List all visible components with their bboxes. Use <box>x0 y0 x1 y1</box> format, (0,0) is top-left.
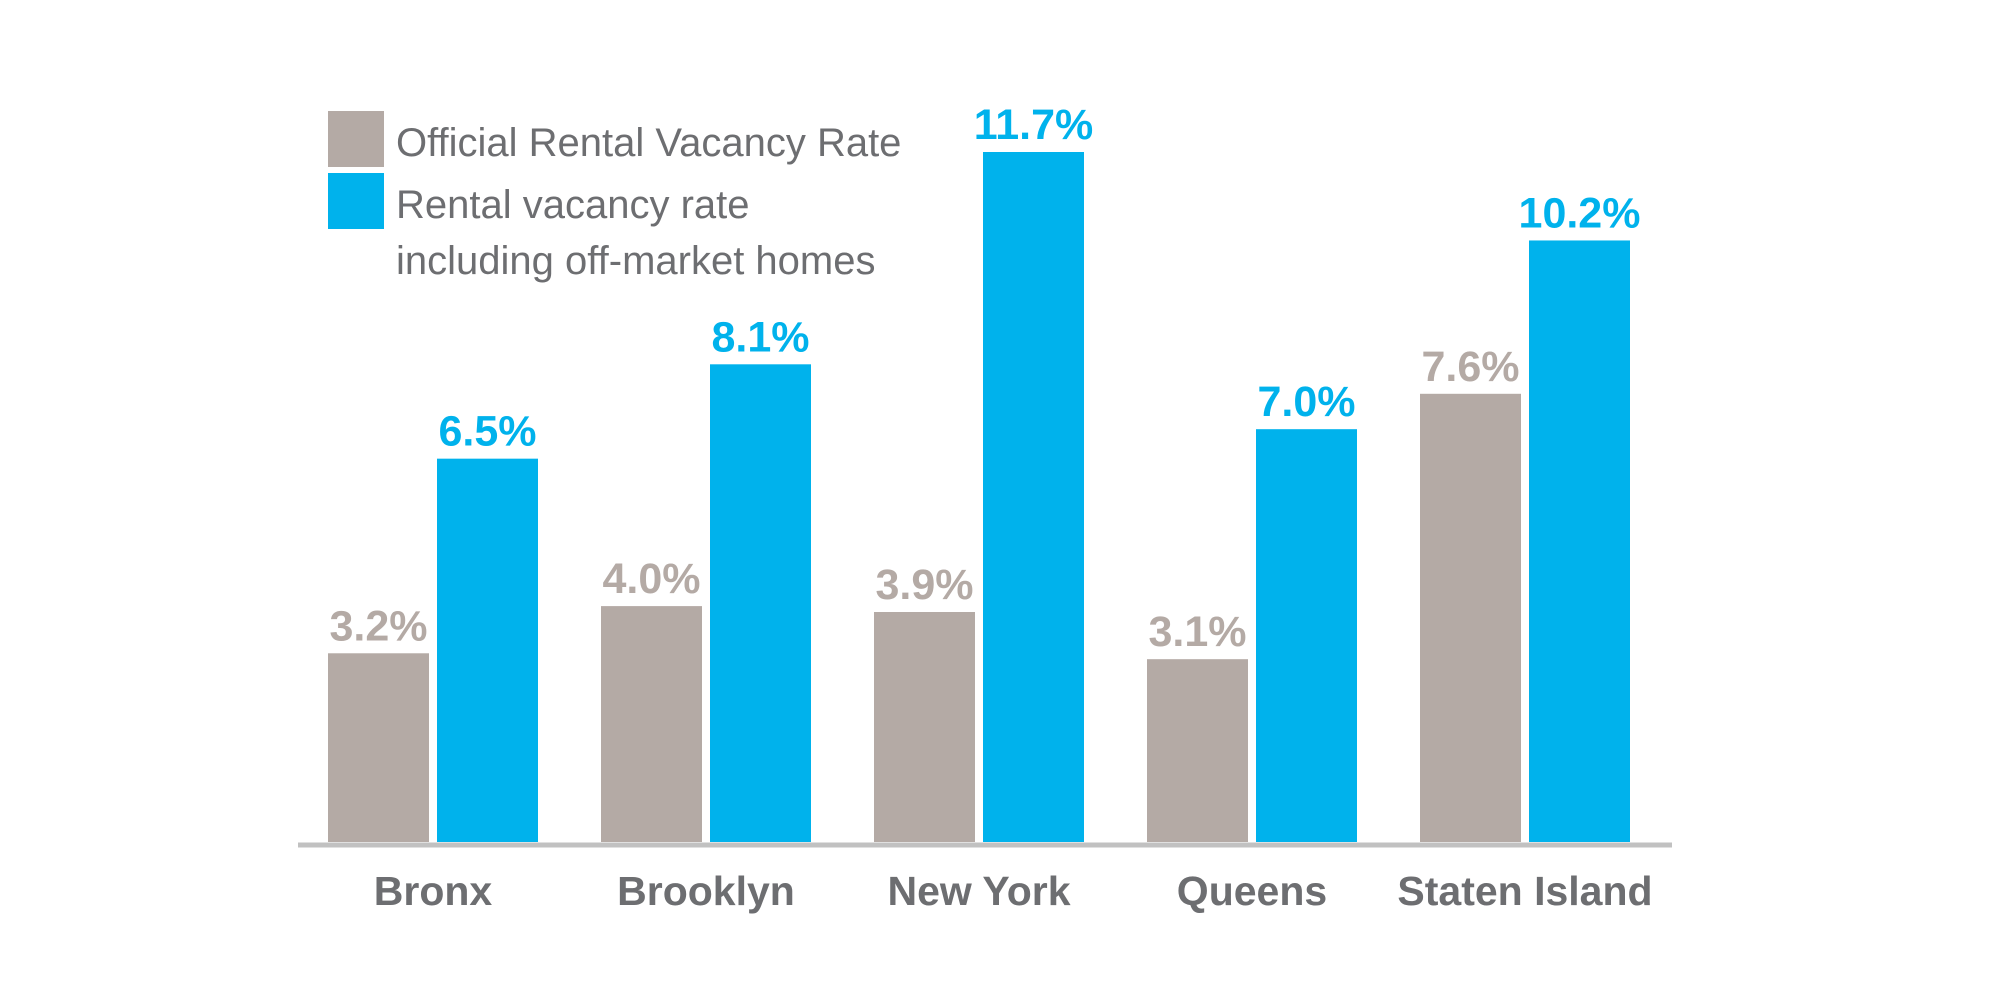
data-label-new-york-official: 3.9% <box>875 561 973 609</box>
bar-new-york-official <box>874 612 975 842</box>
category-label-bronx: Bronx <box>374 868 493 914</box>
bar-queens-official <box>1147 659 1248 842</box>
legend-label-off-market-line-1: Rental vacancy rate <box>396 183 750 227</box>
bar-bronx-official <box>328 653 429 842</box>
data-label-staten-island-off-market: 10.2% <box>1519 189 1641 237</box>
chart-legend: Official Rental Vacancy Rate Rental vaca… <box>328 111 901 283</box>
data-label-new-york-off-market: 11.7% <box>974 101 1094 149</box>
bar-staten-island-official <box>1420 393 1521 842</box>
data-label-brooklyn-off-market: 8.1% <box>711 313 809 361</box>
bar-labels-group: 3.2% 6.5% 4.0% 8.1% 3.9% 11.7% 3.1% 7.0% 7.6% 10.… <box>329 101 1640 656</box>
data-label-bronx-official: 3.2% <box>329 602 427 650</box>
data-label-queens-official: 3.1% <box>1148 608 1246 656</box>
bar-bronx-off-market <box>437 458 538 842</box>
category-label-staten-island: Staten Island <box>1397 868 1652 914</box>
category-label-new-york: New York <box>887 868 1070 914</box>
category-label-brooklyn: Brooklyn <box>617 868 795 914</box>
legend-label-official: Official Rental Vacancy Rate <box>396 121 901 165</box>
data-label-brooklyn-official: 4.0% <box>602 555 700 603</box>
data-label-queens-off-market: 7.0% <box>1257 378 1355 426</box>
bar-new-york-off-market <box>983 152 1084 842</box>
bar-brooklyn-official <box>601 606 702 842</box>
bars-group <box>328 152 1630 842</box>
bar-brooklyn-off-market <box>710 364 811 842</box>
category-labels-group: Bronx Brooklyn New York Queens Staten Island <box>374 868 1653 914</box>
bar-queens-off-market <box>1256 429 1357 842</box>
legend-swatch-off-market <box>328 173 384 229</box>
data-label-staten-island-official: 7.6% <box>1421 343 1519 391</box>
legend-label-off-market-line-2: including off-market homes <box>396 239 876 283</box>
legend-label-off-market: Rental vacancy rate including off-market… <box>396 183 876 283</box>
bar-staten-island-off-market <box>1529 240 1630 842</box>
legend-swatch-official <box>328 111 384 167</box>
data-label-bronx-off-market: 6.5% <box>438 408 536 456</box>
category-label-queens: Queens <box>1177 868 1327 914</box>
